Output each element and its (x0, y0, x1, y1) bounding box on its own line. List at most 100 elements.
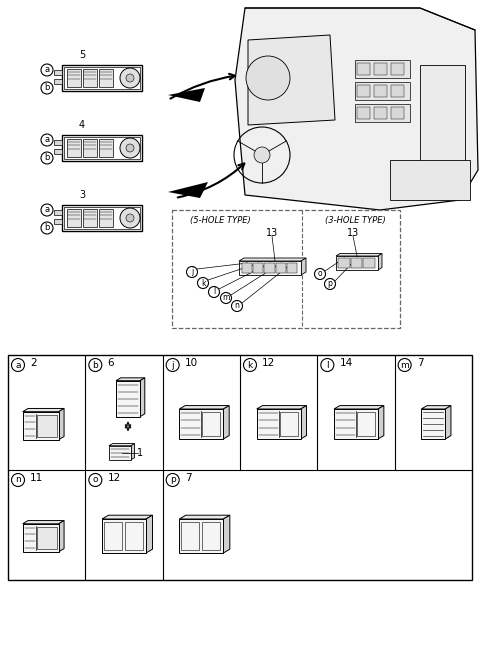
Text: 3: 3 (79, 190, 85, 200)
Text: l: l (326, 361, 329, 369)
Bar (67, 139, 81, 157)
Polygon shape (59, 521, 64, 552)
Text: b: b (44, 224, 50, 232)
Bar (363, 258, 375, 268)
Polygon shape (239, 261, 301, 275)
Bar (374, 63, 387, 75)
Circle shape (120, 138, 140, 158)
Text: 2: 2 (30, 358, 36, 368)
Text: 12: 12 (262, 358, 275, 368)
Circle shape (41, 222, 53, 234)
Text: k: k (201, 279, 205, 287)
Polygon shape (257, 409, 300, 439)
Polygon shape (378, 253, 382, 270)
Polygon shape (109, 445, 131, 460)
Polygon shape (180, 405, 229, 409)
Circle shape (324, 279, 336, 289)
Bar (172, 210, 400, 328)
Text: p: p (327, 279, 333, 289)
Bar (390, 160, 470, 200)
Bar (54, 70, 62, 75)
Polygon shape (301, 258, 306, 275)
Bar (64, 207, 140, 229)
Text: p: p (170, 476, 176, 485)
Circle shape (246, 56, 290, 100)
Circle shape (398, 358, 411, 371)
Circle shape (89, 474, 102, 487)
Circle shape (41, 152, 53, 164)
Bar (83, 139, 97, 157)
Polygon shape (239, 258, 306, 261)
Bar (374, 107, 387, 119)
Polygon shape (334, 409, 378, 439)
Polygon shape (59, 409, 64, 440)
Polygon shape (23, 521, 64, 523)
Bar (351, 258, 362, 268)
Polygon shape (257, 405, 307, 409)
Bar (83, 209, 97, 227)
Polygon shape (23, 412, 59, 440)
Circle shape (126, 74, 134, 82)
Text: o: o (93, 476, 98, 485)
Polygon shape (223, 405, 229, 439)
Circle shape (231, 300, 242, 312)
Bar (203, 522, 220, 550)
Bar (54, 79, 62, 84)
Text: 7: 7 (417, 358, 423, 368)
Text: 12: 12 (108, 473, 120, 483)
Text: n: n (235, 302, 240, 310)
Polygon shape (116, 378, 145, 380)
Circle shape (126, 214, 134, 222)
Circle shape (187, 266, 197, 277)
Bar (83, 69, 97, 87)
Text: b: b (44, 154, 50, 163)
Polygon shape (146, 515, 153, 553)
Text: o: o (318, 270, 322, 279)
Bar (280, 412, 298, 436)
Polygon shape (131, 443, 134, 460)
Text: (3-HOLE TYPE): (3-HOLE TYPE) (324, 216, 385, 224)
Polygon shape (421, 409, 445, 439)
Bar (357, 63, 370, 75)
Bar (391, 107, 404, 119)
Text: m: m (400, 361, 409, 369)
Polygon shape (102, 519, 146, 553)
Bar (374, 85, 387, 97)
Bar (64, 67, 140, 89)
Text: m: m (222, 293, 230, 302)
Polygon shape (300, 405, 307, 439)
Text: j: j (191, 268, 193, 276)
Bar (54, 219, 62, 224)
Polygon shape (235, 8, 478, 210)
Polygon shape (140, 378, 145, 417)
Bar (99, 209, 113, 227)
Text: (5-HOLE TYPE): (5-HOLE TYPE) (190, 216, 251, 224)
Circle shape (166, 358, 179, 371)
Circle shape (41, 64, 53, 76)
Text: 13: 13 (266, 228, 278, 238)
Circle shape (41, 204, 53, 216)
Bar (357, 412, 375, 436)
Circle shape (314, 268, 325, 279)
Circle shape (120, 68, 140, 88)
Text: n: n (15, 476, 21, 485)
Bar (391, 63, 404, 75)
Circle shape (120, 208, 140, 228)
Circle shape (126, 144, 134, 152)
Polygon shape (168, 88, 205, 102)
Bar (99, 69, 113, 87)
Bar (355, 60, 410, 78)
Text: 13: 13 (347, 228, 359, 238)
Bar (67, 69, 81, 87)
Bar (54, 210, 62, 215)
Text: 1: 1 (137, 448, 143, 458)
Bar (104, 522, 122, 550)
Bar (37, 527, 57, 549)
Text: l: l (213, 287, 215, 297)
Circle shape (243, 358, 256, 371)
Bar (264, 263, 275, 273)
Polygon shape (168, 182, 208, 198)
Text: 5: 5 (79, 50, 85, 60)
Bar (203, 412, 220, 436)
Bar (357, 107, 370, 119)
